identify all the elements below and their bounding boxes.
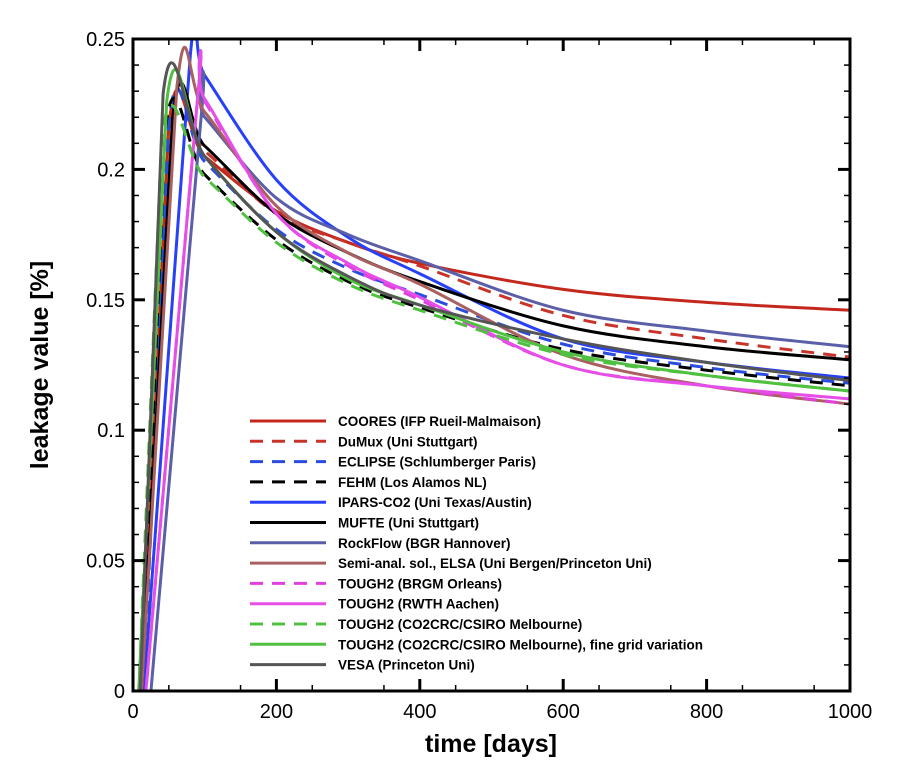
plot-frame: [131, 37, 852, 693]
legend-label-5: MUFTE (Uni Stuttgart): [338, 516, 479, 531]
y-tick-label: 0.2: [97, 159, 125, 181]
legend-label-8: TOUGH2 (BRGM Orleans): [338, 576, 502, 591]
y-tick-label: 0.1: [97, 420, 125, 442]
series-line-2: [133, 87, 850, 691]
x-tick-label: 200: [260, 701, 293, 723]
x-tick-label: 0: [127, 701, 138, 723]
series-layer: [133, 39, 850, 691]
y-tick-label: 0.15: [86, 290, 125, 312]
x-tick-label: 400: [403, 701, 436, 723]
legend-label-1: DuMux (Uni Stuttgart): [338, 434, 477, 449]
x-tick-label: 800: [690, 701, 723, 723]
series-line-7: [133, 45, 850, 691]
legend-label-12: VESA (Princeton Uni): [338, 658, 475, 673]
series-line-9: [133, 49, 850, 691]
legend: COORES (IFP Rueil-Malmaison) DuMux (Uni S…: [250, 414, 703, 673]
legend-label-4: IPARS-CO2 (Uni Texas/Austin): [338, 495, 532, 510]
axes-layer: 0 200 400 600 800 1000 0 0.05 0.1 0.15 0.2 0.25: [86, 29, 872, 723]
y-axis-label: leakage value [%]: [26, 261, 54, 469]
legend-label-7: Semi-anal. sol., ELSA (Uni Bergen/Prince…: [338, 556, 652, 571]
legend-label-10: TOUGH2 (CO2CRC/CSIRO Melbourne): [338, 617, 582, 632]
legend-label-11: TOUGH2 (CO2CRC/CSIRO Melbourne), fine gr…: [338, 637, 703, 652]
legend-label-3: FEHM (Los Alamos NL): [338, 475, 487, 490]
y-tick-label: 0.05: [86, 551, 125, 573]
series-line-6: [133, 70, 850, 691]
x-axis-label: time [days]: [425, 730, 557, 758]
x-tick-label: 600: [547, 701, 580, 723]
y-tick-label: 0.25: [86, 29, 125, 51]
legend-label-2: ECLIPSE (Schlumberger Paris): [338, 455, 536, 470]
series-line-12: [133, 61, 850, 691]
legend-label-6: RockFlow (BGR Hannover): [338, 536, 511, 551]
y-tick-label: 0: [114, 681, 125, 703]
legend-label-0: COORES (IFP Rueil-Malmaison): [338, 414, 541, 429]
legend-label-9: TOUGH2 (RWTH Aachen): [338, 597, 499, 612]
x-tick-label: 1000: [828, 701, 873, 723]
